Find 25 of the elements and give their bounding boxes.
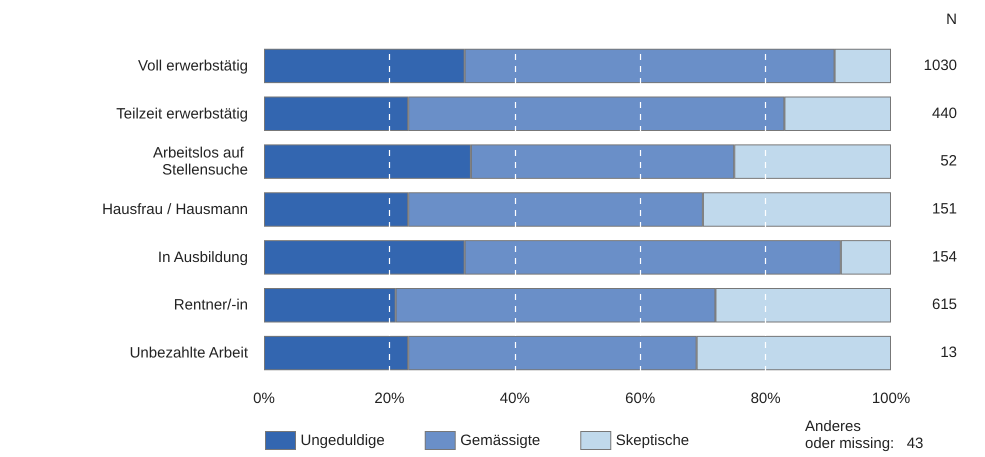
text: 154: [932, 248, 958, 266]
legend-label: Skeptische: [616, 432, 690, 449]
y-tick-label: In Ausbildung: [158, 248, 248, 266]
text: 440: [932, 104, 958, 122]
text: Anderes oder missing: 43: [805, 418, 924, 452]
text: 13: [940, 344, 958, 362]
y-tick-label: Teilzeit erwerbstätig: [116, 105, 248, 122]
x-tick-label: 40%: [500, 390, 530, 407]
legend-label: Gemässigte: [460, 432, 540, 449]
y-tick-label: Hausfrau / Hausmann: [102, 201, 248, 218]
text: 52: [940, 152, 958, 170]
x-tick-label: 20%: [374, 390, 404, 407]
y-tick-label: Unbezahlte Arbeit: [130, 344, 249, 362]
y-tick-label: Rentner/-in: [174, 296, 248, 314]
y-tick-label: Voll erwerbstätig: [138, 57, 248, 74]
x-tick-label: 80%: [750, 390, 781, 407]
text: N: [946, 11, 958, 28]
x-tick-label: 100%: [872, 390, 910, 407]
text: 151: [932, 200, 958, 218]
legend-label: Ungeduldige: [300, 432, 385, 449]
x-tick-label: 0%: [253, 390, 275, 407]
x-tick-label: 60%: [625, 390, 656, 407]
y-tick-label: Arbeitslos auf Stellensuche: [152, 144, 248, 179]
text: 1030: [924, 56, 958, 74]
text: 615: [932, 296, 958, 314]
